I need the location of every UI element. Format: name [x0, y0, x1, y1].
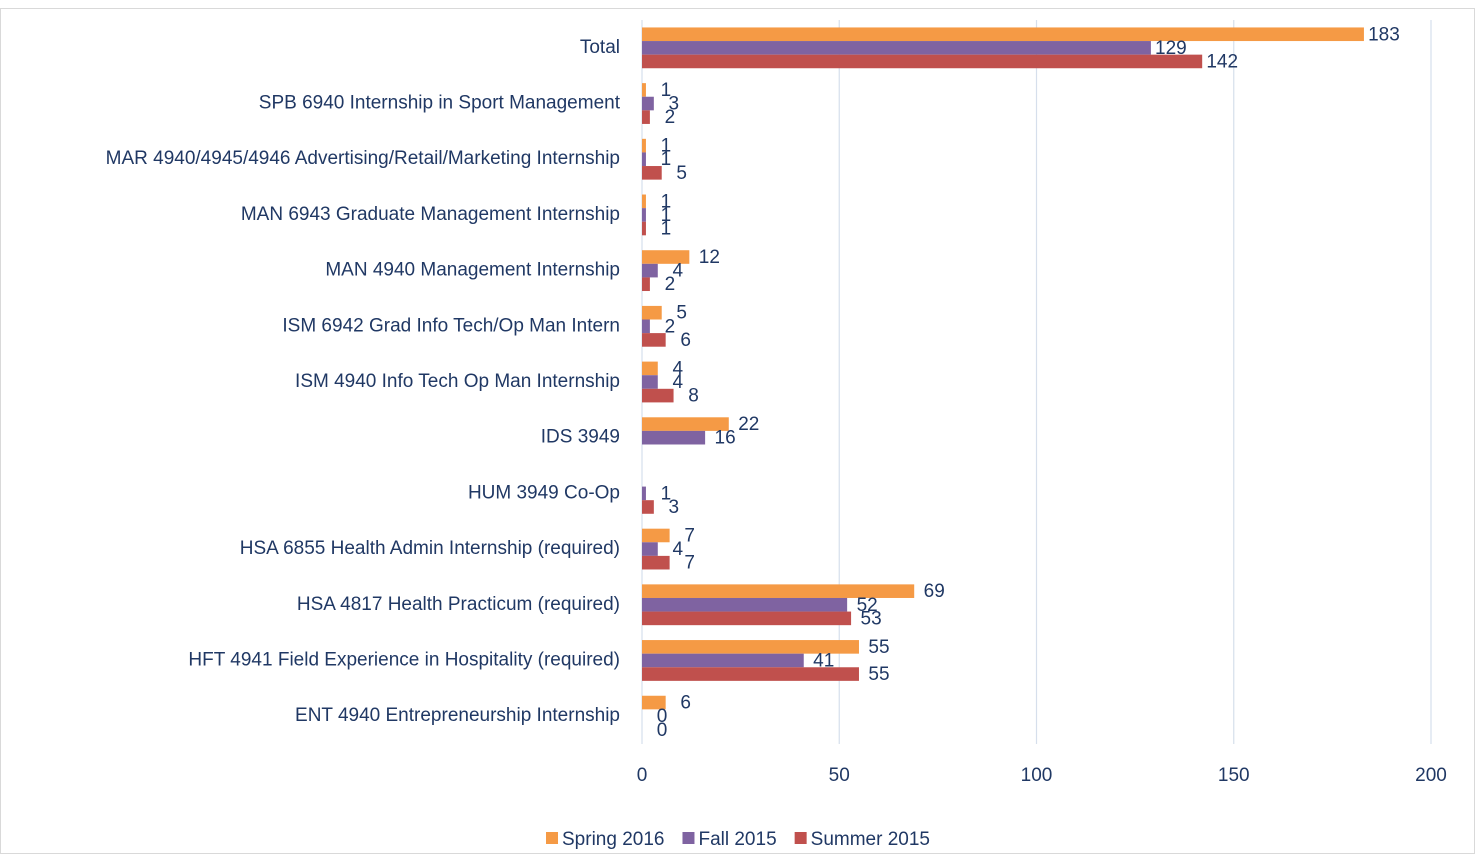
bar [642, 83, 646, 97]
data-label: 1 [661, 136, 672, 157]
data-label: 8 [688, 386, 699, 407]
data-label: 2 [665, 274, 676, 295]
bar [642, 333, 666, 347]
y-tick-label: ENT 4940 Entrepreneurship Internship [295, 705, 620, 726]
y-tick-label: SPB 6940 Internship in Sport Management [259, 93, 621, 114]
bar [642, 667, 859, 681]
data-label: 1 [661, 219, 672, 240]
x-tick-label: 50 [829, 765, 850, 786]
data-label: 6 [680, 693, 691, 714]
data-label: 55 [868, 664, 889, 685]
data-label: 7 [684, 525, 695, 546]
bar [642, 41, 1151, 55]
bar [642, 250, 690, 264]
data-label: 6 [680, 330, 691, 351]
x-tick-label: 200 [1415, 765, 1447, 786]
data-label: 12 [699, 247, 720, 268]
bar [642, 542, 658, 556]
bar [642, 555, 670, 570]
bar [642, 221, 646, 236]
data-label: 16 [715, 428, 736, 449]
bar [642, 138, 646, 153]
y-tick-label: HUM 3949 Co-Op [468, 482, 620, 503]
bar [642, 54, 1203, 69]
y-tick-label: Total [580, 37, 620, 58]
y-tick-label: HSA 6855 Health Admin Internship (requir… [240, 538, 620, 559]
y-tick-label: HSA 4817 Health Practicum (required) [297, 594, 620, 615]
data-label: 53 [861, 608, 882, 629]
data-label: 2 [665, 107, 676, 128]
data-label: 3 [669, 94, 680, 115]
data-label: 4 [672, 358, 683, 379]
bar [642, 208, 646, 222]
data-label: 1 [661, 205, 672, 226]
bar [642, 430, 706, 445]
bar [642, 500, 654, 514]
legend-swatch [794, 832, 807, 844]
bar [642, 152, 646, 167]
data-label: 0 [657, 720, 668, 741]
bar [642, 695, 666, 710]
y-tick-label: HFT 4941 Field Experience in Hospitality… [188, 649, 620, 670]
data-label: 183 [1368, 24, 1400, 45]
y-tick-label: MAR 4940/4945/4946 Advertising/Retail/Ma… [106, 148, 620, 169]
bar [642, 388, 674, 403]
legend-swatch [682, 832, 695, 844]
data-label: 5 [676, 303, 687, 324]
y-tick-label: ISM 4940 Info Tech Op Man Internship [295, 371, 620, 392]
data-label: 4 [672, 539, 683, 560]
bar [642, 166, 662, 180]
data-label: 55 [868, 637, 889, 658]
bar [642, 486, 646, 501]
data-label: 7 [684, 553, 695, 574]
data-label: 52 [857, 595, 878, 616]
bar [642, 597, 848, 612]
y-tick-label: ISM 6942 Grad Info Tech/Op Man Intern [282, 315, 620, 336]
data-label: 2 [665, 316, 676, 337]
bar [642, 319, 650, 334]
legend-label: Summer 2015 [811, 829, 930, 850]
bar [642, 611, 852, 626]
x-tick-label: 150 [1218, 765, 1250, 786]
bar [642, 584, 915, 598]
data-label: 1 [661, 191, 672, 212]
data-label: 129 [1155, 38, 1187, 59]
bar [642, 640, 859, 654]
y-tick-label: MAN 6943 Graduate Management Internship [241, 204, 620, 225]
data-label: 1 [661, 149, 672, 170]
data-label: 1 [661, 483, 672, 504]
data-label: 142 [1206, 51, 1238, 72]
bar [642, 110, 650, 124]
x-tick-label: 100 [1021, 765, 1053, 786]
y-tick-label: IDS 3949 [541, 427, 620, 448]
bar [642, 263, 658, 278]
legend-swatch [546, 832, 559, 844]
bar [642, 528, 670, 543]
data-label: 41 [813, 650, 834, 671]
bar [642, 361, 658, 376]
data-label: 4 [672, 261, 683, 282]
bar [642, 277, 650, 292]
data-label: 22 [738, 414, 759, 435]
bar [642, 305, 662, 320]
bar [642, 27, 1364, 42]
bar [642, 194, 646, 209]
data-label: 5 [676, 163, 687, 184]
data-label: 4 [672, 372, 683, 393]
bar [642, 417, 729, 431]
x-tick-label: 0 [637, 765, 648, 786]
legend-label: Spring 2016 [562, 829, 664, 850]
legend-label: Fall 2015 [698, 829, 776, 850]
y-tick-label: MAN 4940 Management Internship [325, 260, 620, 281]
bar [642, 96, 654, 111]
data-label: 0 [657, 706, 668, 727]
bar [642, 375, 658, 389]
data-label: 69 [924, 581, 945, 602]
data-label: 3 [669, 497, 680, 518]
data-label: 1 [661, 80, 672, 101]
bar [642, 653, 804, 668]
